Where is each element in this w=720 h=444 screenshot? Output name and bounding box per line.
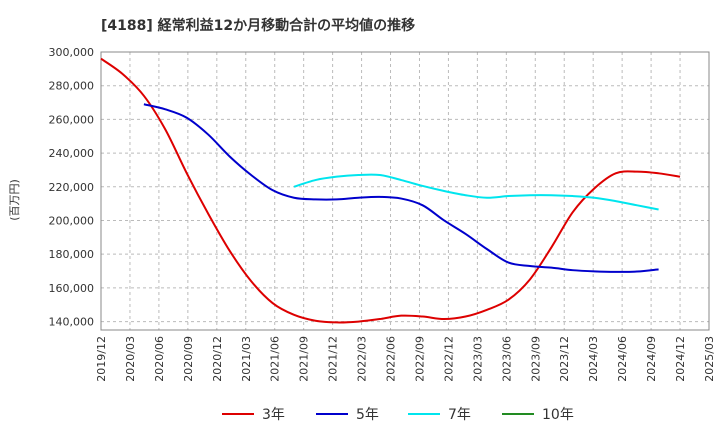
x-tick-label: 2022/06 [385,336,398,382]
x-tick-label: 2021/12 [327,336,340,382]
legend: 3年 5年 7年 10年 [222,407,574,423]
series-line-2 [143,103,659,273]
legend-label-1: 3年 [262,407,285,423]
x-tick-label: 2020/09 [182,336,195,382]
x-tick-label: 2023/03 [471,336,484,382]
series-line-3 [293,173,659,211]
x-tick-label: 2024/12 [674,336,687,382]
axes: 140,000 160,000 180,000 200,000 220,000 240,0… [49,46,717,382]
chart-title: [4188] 経常利益12か月移動合計の平均値の推移 [101,17,415,34]
x-tick-label: 2020/06 [153,336,166,382]
y-tick-label: 280,000 [49,80,95,93]
x-tick-label: 2021/06 [269,336,282,382]
x-tick-label: 2023/09 [529,336,542,382]
x-tick-label: 2023/12 [558,336,571,382]
plot-frame [100,51,710,331]
x-tick-label: 2022/09 [413,336,426,382]
series-line-1 [100,57,681,324]
y-tick-label: 220,000 [49,181,95,194]
y-tick-label: 160,000 [49,282,95,295]
x-tick-label: 2020/12 [211,336,224,382]
x-tick-label: 2022/12 [442,336,455,382]
legend-label-4: 10年 [542,407,574,423]
x-tick-label: 2023/06 [500,336,513,382]
legend-label-2: 5年 [356,407,379,423]
y-tick-label: 200,000 [49,214,95,227]
x-tick-label: 2024/03 [587,336,600,382]
x-tick-label: 2024/06 [616,336,629,382]
x-tick-label: 2025/03 [703,336,716,382]
y-tick-label: 300,000 [49,46,95,59]
x-tick-label: 2021/03 [240,336,253,382]
y-axis-label: (百万円) [8,179,21,221]
x-tick-label: 2019/12 [95,336,108,382]
y-tick-label: 240,000 [49,147,95,160]
x-tick-label: 2020/03 [124,336,137,382]
y-tick-label: 260,000 [49,113,95,126]
x-tick-label: 2022/03 [356,336,369,382]
y-tick-label: 140,000 [49,316,95,329]
y-tick-label: 180,000 [49,248,95,261]
legend-label-3: 7年 [448,407,471,423]
series-lines [100,57,681,324]
x-tick-label: 2024/09 [645,336,658,382]
x-tick-label: 2021/09 [298,336,311,382]
grid [100,51,710,330]
